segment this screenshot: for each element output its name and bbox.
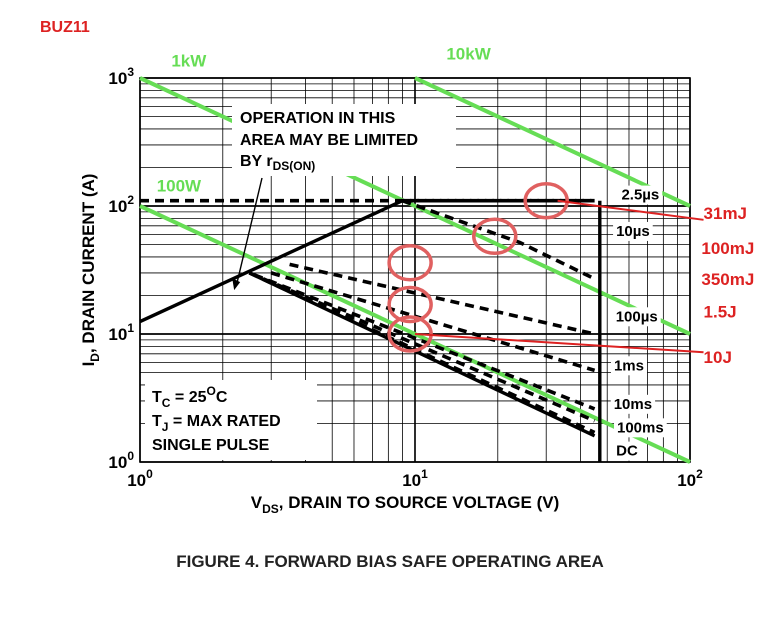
energy-arrow <box>414 333 704 354</box>
cond-sub: C <box>162 396 171 410</box>
energy-circle <box>472 217 518 256</box>
cond-sup: O <box>206 384 215 398</box>
soa-curve-10µs <box>401 199 596 281</box>
rds-note-sub: DS(ON) <box>273 159 316 173</box>
energy-label: 350mJ <box>701 270 754 289</box>
curve-label-bg <box>613 441 641 461</box>
curve-label: 10ms <box>614 396 652 413</box>
y-tick-label: 102 <box>108 193 134 216</box>
condition-pulse: SINGLE PULSE <box>152 437 270 454</box>
curve-label-bg <box>614 418 667 438</box>
condition-tc: TC = 25OC <box>152 384 228 410</box>
axis-rest: , DRAIN TO SOURCE VOLTAGE (V) <box>279 493 560 512</box>
cond-unit: C <box>216 389 228 406</box>
soa-curve-100µs <box>289 262 596 336</box>
tick-base: 10 <box>677 471 696 490</box>
rds-note-text: BY rDS(ON) <box>240 153 315 173</box>
energy-circle <box>387 315 433 353</box>
tick-exp: 1 <box>421 467 428 481</box>
curve-label: 100ms <box>617 419 664 436</box>
y-axis-label: ID, DRAIN CURRENT (A) <box>79 174 102 367</box>
axis-sub: D <box>88 353 102 362</box>
rds-note-text: OPERATION IN THIS <box>240 110 396 127</box>
tick-base: 10 <box>108 325 127 344</box>
energy-label: 100mJ <box>701 239 754 258</box>
cond-rest: = 25 <box>170 389 206 406</box>
cond-main: T <box>152 413 162 430</box>
x-tick-label: 102 <box>677 467 703 490</box>
energy-label: 31mJ <box>704 204 747 223</box>
curve-label-bg <box>610 356 648 376</box>
rds-note-arrowhead <box>232 278 241 291</box>
tick-base: 10 <box>108 453 127 472</box>
energy-circle <box>523 181 569 220</box>
axis-main: I <box>79 362 98 367</box>
energy-annotations: 31mJ 100mJ 350mJ 1.5J 10J <box>387 181 754 367</box>
curve-label: 2.5µs <box>621 187 659 204</box>
axis-main: V <box>251 493 263 512</box>
tick-exp: 0 <box>127 449 134 463</box>
tick-base: 10 <box>108 69 127 88</box>
device-label: BUZ11 <box>40 19 90 36</box>
figure-caption: FIGURE 4. FORWARD BIAS SAFE OPERATING AR… <box>176 552 604 571</box>
power-label: 10kW <box>446 44 491 63</box>
curve-label: 1ms <box>614 357 644 374</box>
condition-tj: TJ = MAX RATED <box>152 413 281 434</box>
curve-label-bg <box>613 221 653 241</box>
cond-sub: J <box>162 420 169 434</box>
energy-arrow <box>557 199 704 221</box>
cond-main: T <box>152 389 162 406</box>
tick-exp: 0 <box>146 467 153 481</box>
y-tick-label: 100 <box>108 449 134 472</box>
rds-note-bg <box>232 104 456 176</box>
power-label: 100W <box>157 176 202 195</box>
x-tick-label: 100 <box>127 467 153 490</box>
soa-curve-rds_limit <box>139 199 404 324</box>
y-tick-label: 103 <box>108 65 134 88</box>
curve-label-bg <box>618 185 663 205</box>
energy-label: 1.5J <box>704 302 737 321</box>
x-axis-label: VDS, DRAIN TO SOURCE VOLTAGE (V) <box>251 493 560 516</box>
energy-label: 10J <box>704 348 732 367</box>
tick-exp: 3 <box>127 65 134 79</box>
curve-label: DC <box>616 443 638 460</box>
axis-sub: DS <box>262 502 279 516</box>
x-tick-label: 101 <box>402 467 428 490</box>
tick-exp: 2 <box>696 467 703 481</box>
tick-base: 10 <box>402 471 421 490</box>
axis-rest: , DRAIN CURRENT (A) <box>79 174 98 353</box>
curve-label-bg <box>612 307 661 327</box>
curve-label-bg <box>610 394 656 414</box>
chart-notes: OPERATION IN THIS AREA MAY BE LIMITED BY r… <box>145 104 456 460</box>
tick-exp: 2 <box>127 193 134 207</box>
conditions-bg <box>145 380 317 460</box>
soa-curve-DC <box>248 271 596 435</box>
energy-circle <box>387 285 433 324</box>
curve-label: 10µs <box>616 223 650 240</box>
power-label: 1kW <box>171 51 207 70</box>
curve-labels: 2.5µs 10µs 100µs 1ms 10ms 100ms DC <box>610 185 667 461</box>
tick-base: 10 <box>127 471 146 490</box>
rds-note-text: AREA MAY BE LIMITED <box>240 132 418 149</box>
tick-exp: 1 <box>127 321 134 335</box>
rds-note-arrow <box>236 177 263 283</box>
rds-note-main: BY r <box>240 153 273 170</box>
soa-curve-10ms <box>253 273 596 411</box>
energy-circle <box>387 244 433 282</box>
curve-label: 100µs <box>616 308 658 325</box>
tick-base: 10 <box>108 197 127 216</box>
soa-curves <box>139 198 602 462</box>
soa-curve-1ms <box>270 271 596 373</box>
y-tick-label: 101 <box>108 321 134 344</box>
power-line-10kW <box>414 76 691 208</box>
cond-rest: = MAX RATED <box>168 413 280 430</box>
